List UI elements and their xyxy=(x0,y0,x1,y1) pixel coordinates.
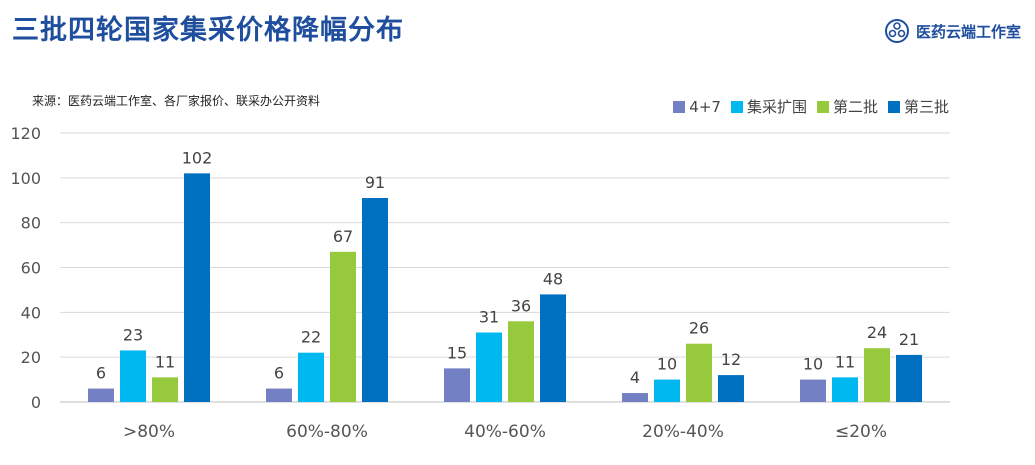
data-label: 22 xyxy=(301,328,321,347)
data-label: 10 xyxy=(803,355,823,374)
legend-label: 第二批 xyxy=(832,98,878,116)
legend-label: 第三批 xyxy=(903,98,949,116)
bar xyxy=(330,251,356,402)
data-label: 91 xyxy=(365,173,385,192)
bar xyxy=(508,321,534,402)
legend-swatch xyxy=(673,100,686,113)
chart-legend: 4+7 集采扩围 第二批 第三批 xyxy=(673,96,949,117)
data-label: 26 xyxy=(689,319,709,338)
bar xyxy=(654,379,680,402)
bar xyxy=(832,377,858,402)
bar xyxy=(896,354,922,402)
bar xyxy=(718,375,744,402)
data-label: 4 xyxy=(630,368,640,387)
data-label: 21 xyxy=(899,330,919,349)
data-label: 102 xyxy=(182,148,213,167)
x-tick-label: 40%-60% xyxy=(464,422,546,442)
page-title: 三批四轮国家集采价格降幅分布 xyxy=(12,15,404,46)
bar xyxy=(298,352,324,402)
data-label: 67 xyxy=(333,227,353,246)
y-tick-label: 0 xyxy=(31,393,41,412)
data-label: 24 xyxy=(867,323,887,342)
legend-swatch xyxy=(730,100,743,113)
legend-item: 4+7 xyxy=(673,98,721,116)
bar xyxy=(184,173,210,402)
legend-swatch xyxy=(887,100,900,113)
bar xyxy=(120,350,146,402)
data-label: 48 xyxy=(543,269,563,288)
legend-swatch xyxy=(816,100,829,113)
data-label: 15 xyxy=(447,343,467,362)
legend-label: 集采扩围 xyxy=(746,98,807,116)
source-note: 来源：医药云端工作室、各厂家报价、联采办公开资料 xyxy=(32,94,321,108)
bar xyxy=(88,388,114,402)
x-tick-label: >80% xyxy=(123,422,175,442)
y-tick-label: 40 xyxy=(21,303,41,322)
legend-item: 第三批 xyxy=(887,96,949,117)
legend-label: 4+7 xyxy=(689,97,721,116)
data-label: 10 xyxy=(657,355,677,374)
bar xyxy=(864,348,890,402)
legend-item: 集采扩围 xyxy=(730,96,807,117)
bar xyxy=(476,332,502,402)
logo: 医药云端工作室 xyxy=(884,18,1021,44)
data-label: 36 xyxy=(511,296,531,315)
bar xyxy=(362,198,388,402)
y-tick-label: 80 xyxy=(21,214,41,233)
bar xyxy=(622,393,648,402)
bar xyxy=(152,377,178,402)
y-tick-label: 100 xyxy=(10,169,41,188)
logo-icon xyxy=(884,19,909,43)
bar xyxy=(444,368,470,402)
x-tick-label: 20%-40% xyxy=(642,422,724,442)
bar xyxy=(686,343,712,402)
bar xyxy=(540,294,566,402)
data-label: 6 xyxy=(96,364,106,383)
data-label: 23 xyxy=(123,325,143,344)
data-label: 11 xyxy=(155,352,175,371)
x-tick-label: ≤20% xyxy=(835,422,887,442)
data-label: 6 xyxy=(274,364,284,383)
y-tick-label: 60 xyxy=(21,259,41,278)
logo-text: 医药云端工作室 xyxy=(915,22,1021,41)
legend-item: 第二批 xyxy=(816,96,878,117)
data-label: 11 xyxy=(835,352,855,371)
data-label: 12 xyxy=(721,350,741,369)
bar xyxy=(266,388,292,402)
data-label: 31 xyxy=(479,308,499,327)
y-tick-label: 20 xyxy=(21,348,41,367)
bar xyxy=(800,379,826,402)
y-tick-label: 120 xyxy=(10,124,41,143)
x-tick-label: 60%-80% xyxy=(286,422,368,442)
